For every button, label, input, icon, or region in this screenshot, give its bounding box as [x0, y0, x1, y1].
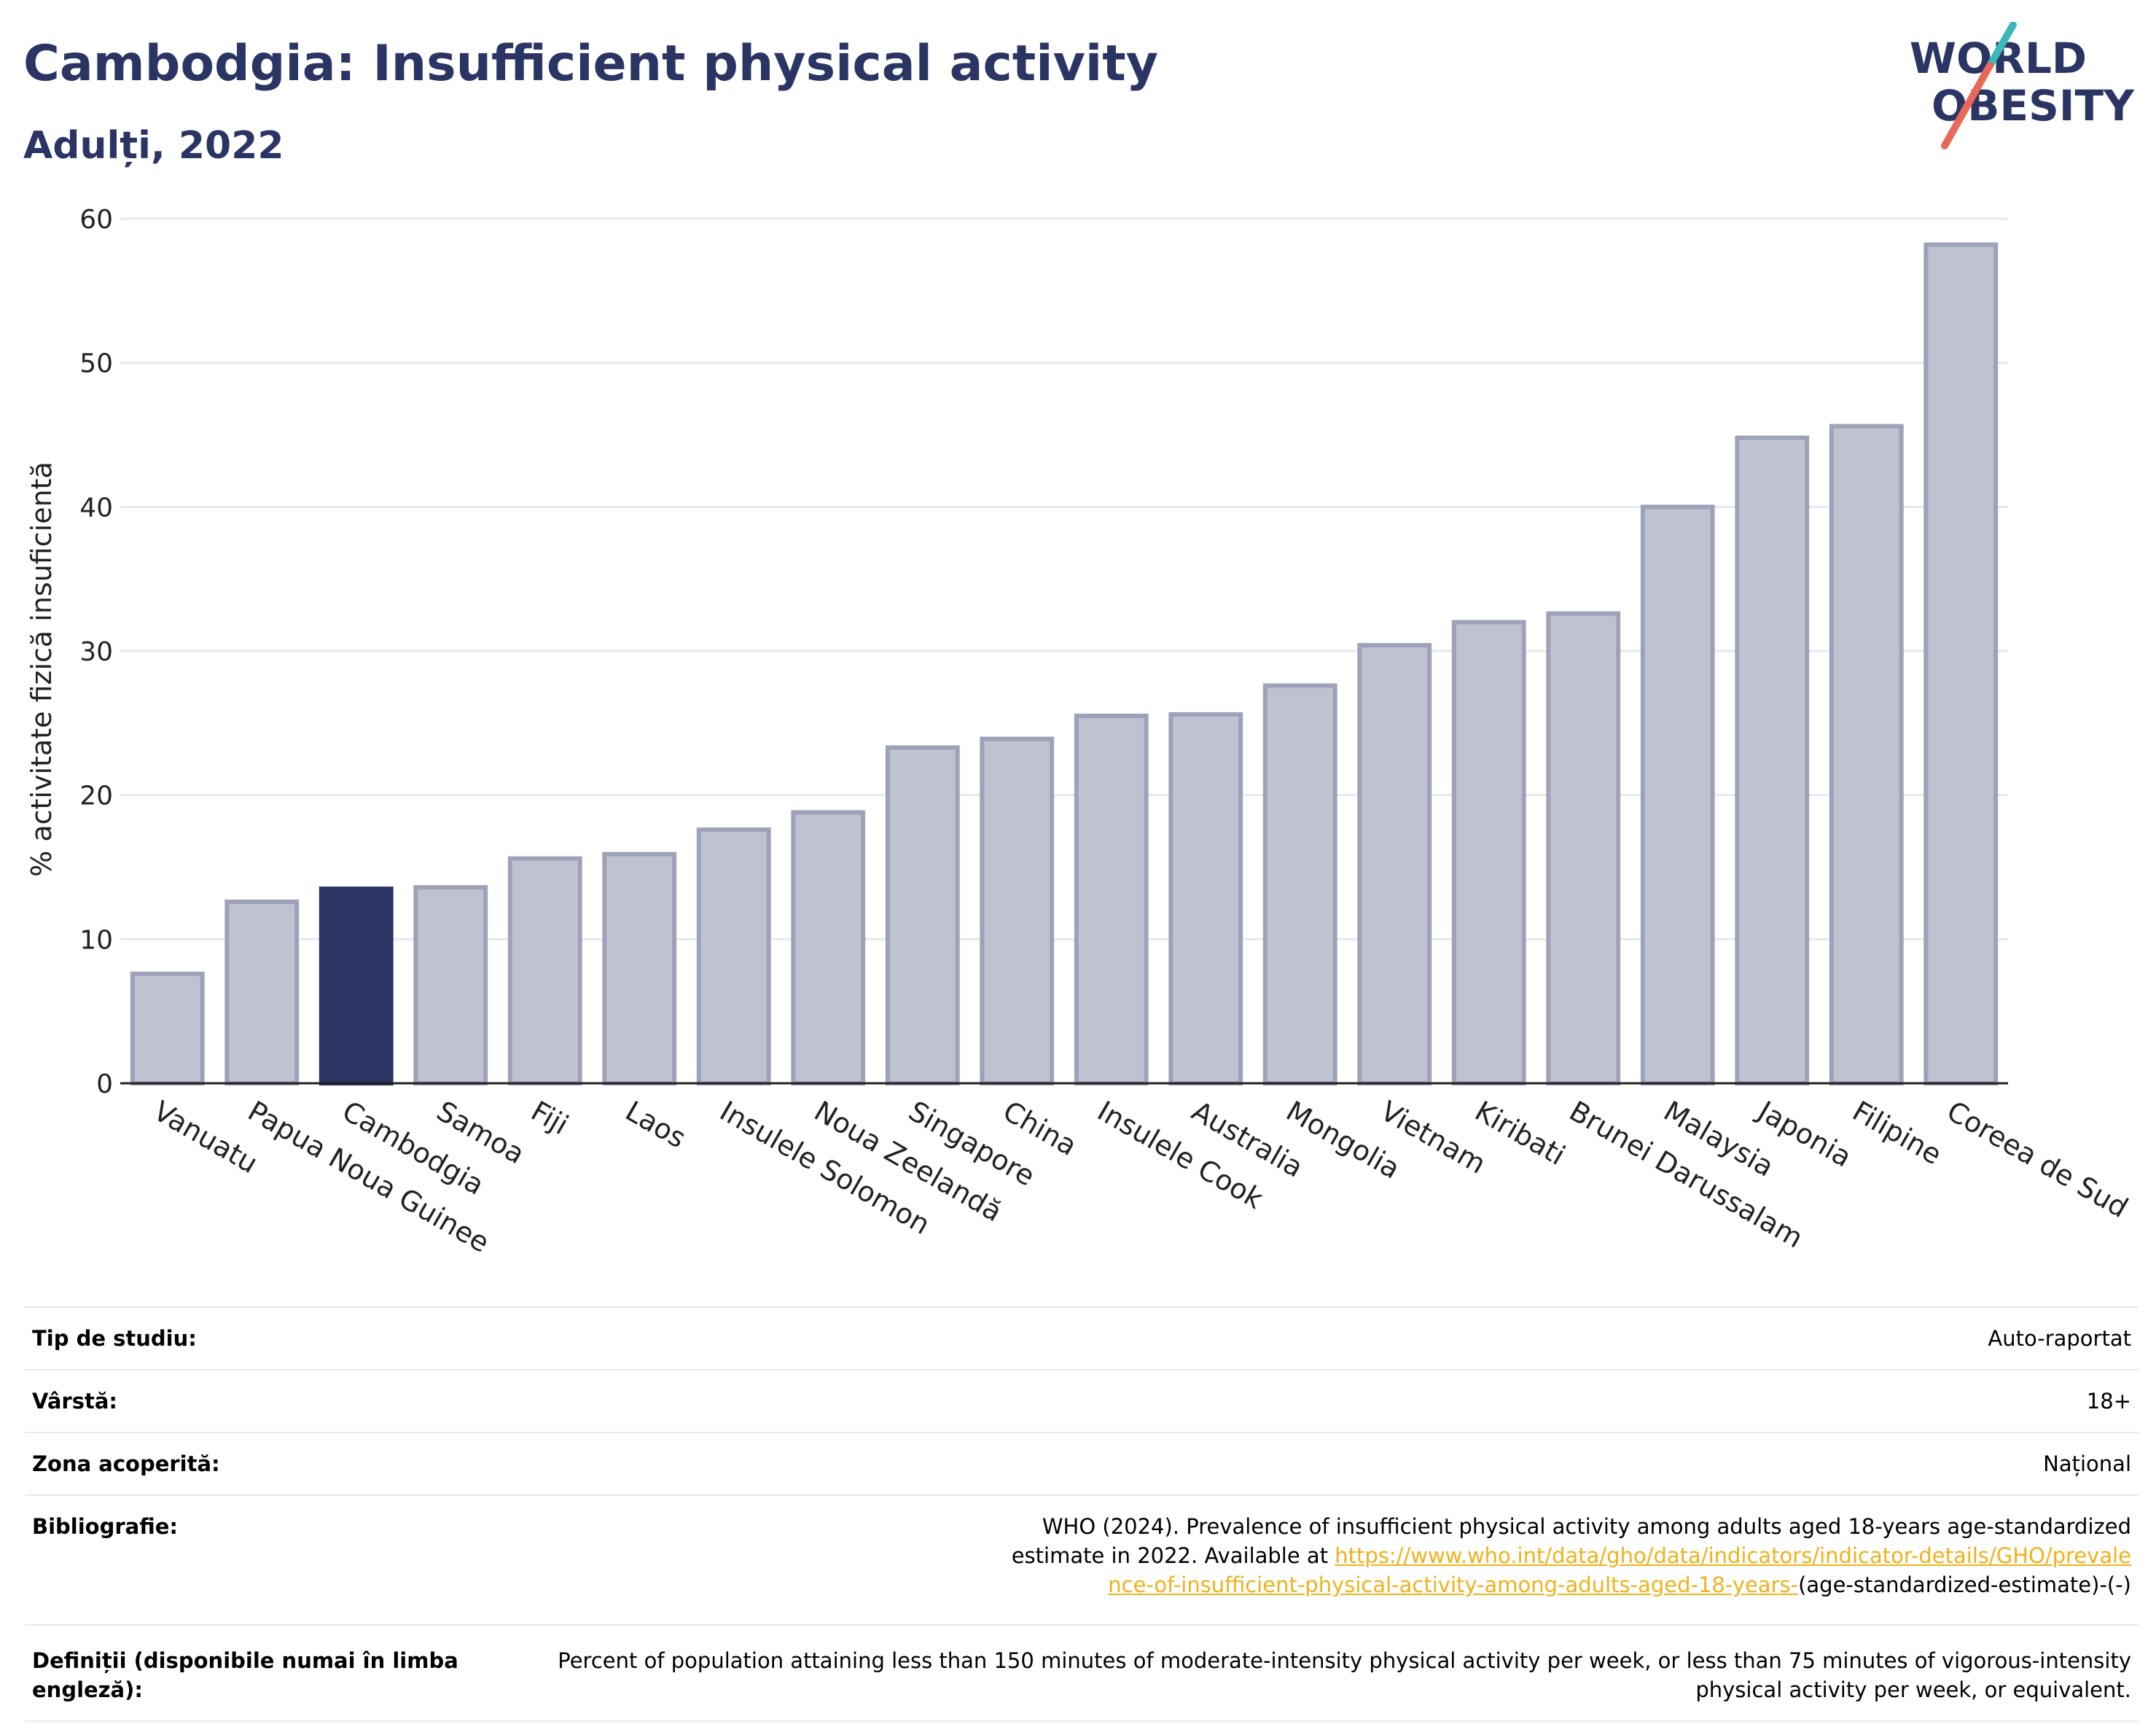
y-tick-label: 0: [96, 1069, 113, 1099]
bar-filipine: [1829, 424, 1904, 1085]
bar-singapore: [885, 745, 960, 1085]
bar-coreea-de-sud: [1923, 242, 1999, 1086]
bibliography-suffix: (age-standardized-estimate)-(-): [1798, 1572, 2131, 1597]
definitions-value: Percent of population attaining less tha…: [558, 1648, 2131, 1702]
y-tick-label: 20: [79, 781, 113, 811]
details-row-study-type: Tip de studiu: Auto-raportat: [25, 1308, 2139, 1371]
bar-china: [980, 736, 1055, 1085]
grid-lines: [120, 217, 2008, 940]
details-table: Tip de studiu: Auto-raportat Vârstă: 18+…: [25, 1306, 2139, 1722]
study-type-label: Tip de studiu:: [32, 1326, 197, 1351]
bar-japonia: [1735, 435, 1810, 1085]
x-tick-label: Filipine: [1847, 1095, 1947, 1171]
details-row-definitions: Definiții (disponibile numai în limba en…: [25, 1626, 2139, 1722]
age-label: Vârstă:: [32, 1389, 118, 1414]
bar-vanuatu: [130, 971, 205, 1085]
coverage-value: Național: [2043, 1451, 2131, 1476]
bibliography-label: Bibliografie:: [32, 1514, 178, 1539]
bar-cambodgia: [319, 886, 394, 1086]
details-row-age: Vârstă: 18+: [25, 1371, 2139, 1433]
bars: [130, 242, 1999, 1086]
study-type-value: Auto-raportat: [1988, 1326, 2131, 1351]
bibliography-text: WHO (2024). Prevalence of insufficient p…: [1011, 1514, 2131, 1568]
y-tick-label: 40: [79, 493, 113, 523]
bar-papua-noua-guinee: [224, 899, 300, 1085]
bar-mongolia: [1262, 683, 1337, 1085]
logo-slash-bottom: [1941, 62, 1993, 149]
y-tick-label: 60: [79, 205, 113, 235]
bibliography-value: WHO (2024). Prevalence of insufficient p…: [499, 1512, 2131, 1599]
page-subtitle: Adulți, 2022: [23, 124, 284, 168]
bar-insulele-solomon: [696, 827, 771, 1086]
world-obesity-logo: WORLD OBESITY: [1910, 22, 2135, 149]
details-row-bibliography: Bibliografie: WHO (2024). Prevalence of …: [25, 1496, 2139, 1626]
definitions-label: Definiții (disponibile numai în limba en…: [32, 1648, 458, 1702]
coverage-label: Zona acoperită:: [32, 1451, 220, 1476]
logo-slash-top: [1986, 22, 2017, 69]
bar-insulele-cook: [1074, 713, 1149, 1085]
x-tick-label: Insulele Cook: [1092, 1095, 1268, 1215]
y-tick-label: 30: [79, 637, 113, 667]
page-title: Cambodgia: Insufficient physical activit…: [23, 35, 1159, 93]
y-tick-label: 50: [79, 349, 113, 379]
bar-brunei-darussalam: [1546, 611, 1621, 1085]
details-row-coverage: Zona acoperită: Național: [25, 1433, 2139, 1496]
bar-vietnam: [1357, 643, 1432, 1085]
bar-samoa: [413, 885, 488, 1085]
bar-kiribati: [1451, 620, 1526, 1085]
x-tick-label: Coreea de Sud: [1942, 1095, 2133, 1224]
y-axis-ticks: 0 10 20 30 40 50 60: [79, 205, 113, 1099]
bar-fiji: [507, 856, 582, 1085]
x-tick-label: Laos: [620, 1095, 692, 1155]
bibliography-link[interactable]: https://www.who.int/data/gho/data/indica…: [1108, 1543, 2131, 1597]
bar-laos: [602, 851, 677, 1085]
bar-malaysia: [1640, 504, 1715, 1085]
y-axis-label: % activitate fizică insuficientă: [26, 461, 58, 877]
bar-noua-zeelandă: [791, 810, 866, 1086]
x-tick-label: Vanuatu: [148, 1095, 263, 1180]
y-tick-label: 10: [79, 925, 113, 955]
x-tick-label: Fiji: [526, 1095, 574, 1141]
bar-australia: [1168, 711, 1243, 1085]
logo-line-1: WORLD: [1910, 34, 2087, 83]
age-value: 18+: [2086, 1389, 2131, 1414]
bar-chart: 0 10 20 30 40 50 60 % activitate fizică insufi…: [26, 205, 2133, 1259]
